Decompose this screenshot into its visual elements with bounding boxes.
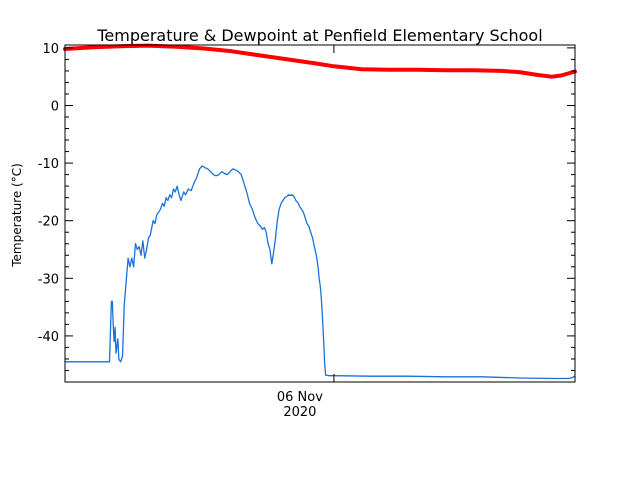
series-line-1 — [64, 165, 576, 380]
plot-frame — [64, 44, 576, 383]
y-tick-label: 0 — [51, 99, 59, 114]
y-tick-label: -40 — [38, 330, 59, 345]
x-tick-label-date: 06 Nov — [277, 390, 323, 405]
y-tick-label: -30 — [38, 272, 59, 287]
chart-title: Temperature & Dewpoint at Penfield Eleme… — [96, 26, 542, 45]
x-tick-label-year: 2020 — [283, 405, 316, 420]
series-line-0 — [63, 43, 577, 79]
series-layer — [63, 43, 577, 380]
y-axis-label: Temperature (°C) — [10, 163, 24, 268]
y-tick-label: -10 — [38, 157, 59, 172]
y-tick-label: -20 — [38, 215, 59, 230]
y-tick-label: 10 — [42, 42, 59, 57]
